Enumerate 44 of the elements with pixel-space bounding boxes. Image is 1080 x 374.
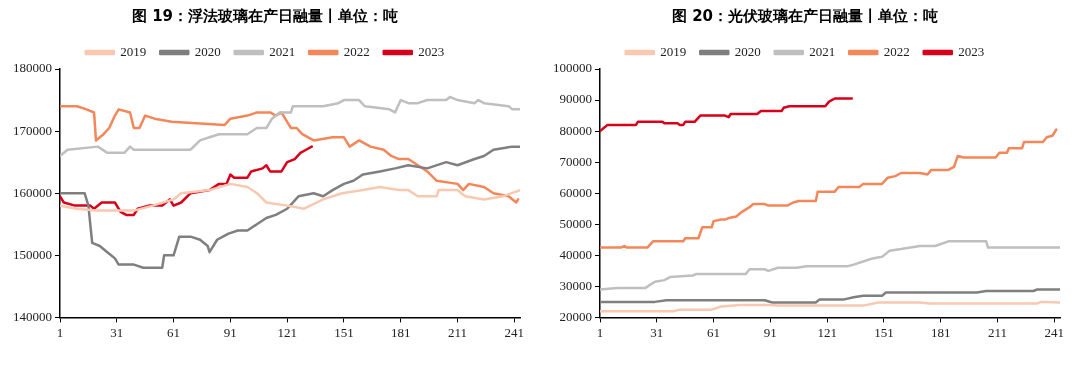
legend-label: 2021 xyxy=(269,43,296,59)
x-tick-label: 91 xyxy=(763,324,777,340)
legend-label: 2019 xyxy=(120,43,147,59)
x-tick-label: 61 xyxy=(707,324,721,340)
y-tick-label: 160000 xyxy=(13,184,52,200)
y-tick-label: 50000 xyxy=(559,215,592,231)
x-tick-label: 121 xyxy=(277,324,297,340)
y-tick-label: 70000 xyxy=(559,153,592,169)
x-tick-label: 1 xyxy=(596,324,604,340)
y-tick-label: 80000 xyxy=(559,122,592,138)
x-tick-label: 211 xyxy=(448,324,468,340)
x-tick-label: 31 xyxy=(650,324,664,340)
y-tick-label: 170000 xyxy=(13,122,52,138)
legend-label: 2019 xyxy=(660,43,687,59)
y-tick-label: 20000 xyxy=(559,308,592,324)
y-tick-label: 180000 xyxy=(13,60,52,76)
legend-label: 2020 xyxy=(194,43,221,59)
legend-label: 2022 xyxy=(883,43,910,59)
x-tick-label: 241 xyxy=(504,324,525,340)
legend-label: 2023 xyxy=(958,43,985,59)
x-tick-label: 1 xyxy=(56,324,64,340)
y-tick-label: 100000 xyxy=(553,60,592,76)
x-tick-label: 181 xyxy=(390,324,411,340)
legend-label: 2022 xyxy=(343,43,370,59)
y-tick-label: 150000 xyxy=(13,246,52,262)
x-tick-label: 151 xyxy=(334,324,354,340)
y-tick-label: 30000 xyxy=(559,277,592,293)
x-tick-label: 91 xyxy=(223,324,237,340)
y-tick-label: 60000 xyxy=(559,184,592,200)
x-tick-label: 31 xyxy=(110,324,124,340)
x-tick-label: 61 xyxy=(167,324,181,340)
legend-label: 2020 xyxy=(734,43,761,59)
x-tick-label: 241 xyxy=(1044,324,1065,340)
y-tick-label: 90000 xyxy=(559,91,592,107)
y-tick-label: 140000 xyxy=(13,308,52,324)
legend-label: 2021 xyxy=(809,43,836,59)
y-tick-label: 40000 xyxy=(559,246,592,262)
x-tick-label: 211 xyxy=(988,324,1008,340)
legend-label: 2023 xyxy=(418,43,445,59)
x-tick-label: 181 xyxy=(930,324,951,340)
x-tick-label: 151 xyxy=(874,324,894,340)
chart-title: 图 19：浮法玻璃在产日融量丨单位：吨 xyxy=(131,6,399,25)
chart-title: 图 20：光伏玻璃在产日融量丨单位：吨 xyxy=(671,6,939,25)
x-tick-label: 121 xyxy=(817,324,837,340)
